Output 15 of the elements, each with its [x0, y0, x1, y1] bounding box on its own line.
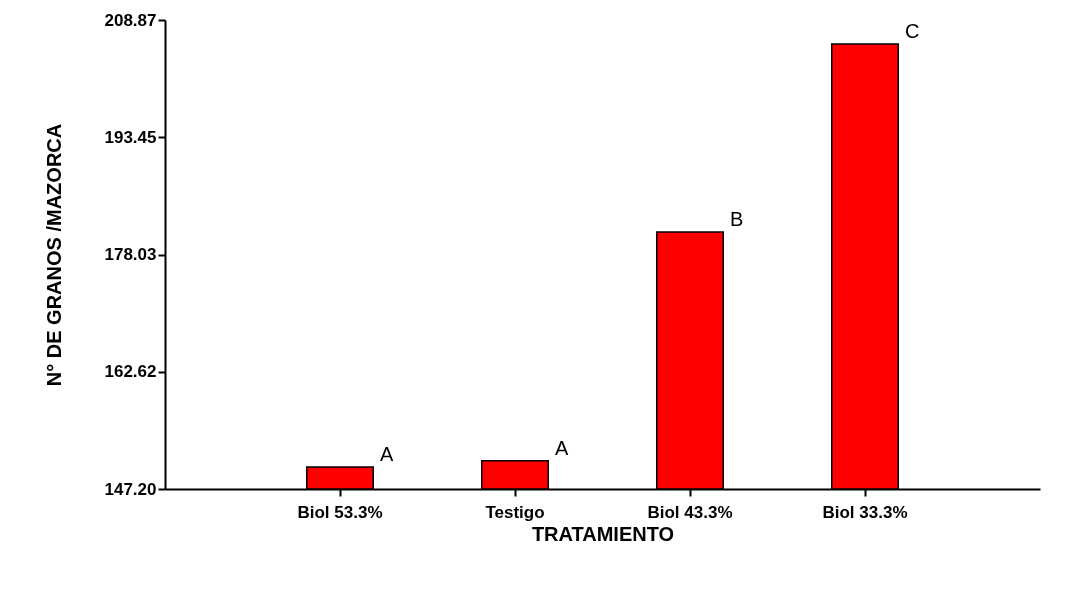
annotation: C [905, 20, 920, 43]
x-tick-label: Biol 53.3% [297, 502, 383, 522]
y-tick-label: 162.62 [104, 362, 157, 382]
x-axis-title: TRATAMIENTO [531, 522, 675, 545]
y-tick-label: 147.20 [104, 479, 157, 499]
annotation: A [380, 442, 394, 465]
annotation: B [730, 207, 744, 230]
y-tick-label: 178.03 [104, 245, 157, 265]
y-axis-title: N° DE GRANOS /MAZORCA [42, 123, 65, 387]
x-tick-label: Testigo [485, 502, 545, 522]
x-tick-label: Biol 33.3% [822, 502, 908, 522]
x-tick-label: Biol 43.3% [647, 502, 733, 522]
y-tick-label: 208.87 [104, 10, 157, 30]
y-tick-label: 193.45 [104, 127, 157, 147]
annotation: A [555, 436, 569, 459]
